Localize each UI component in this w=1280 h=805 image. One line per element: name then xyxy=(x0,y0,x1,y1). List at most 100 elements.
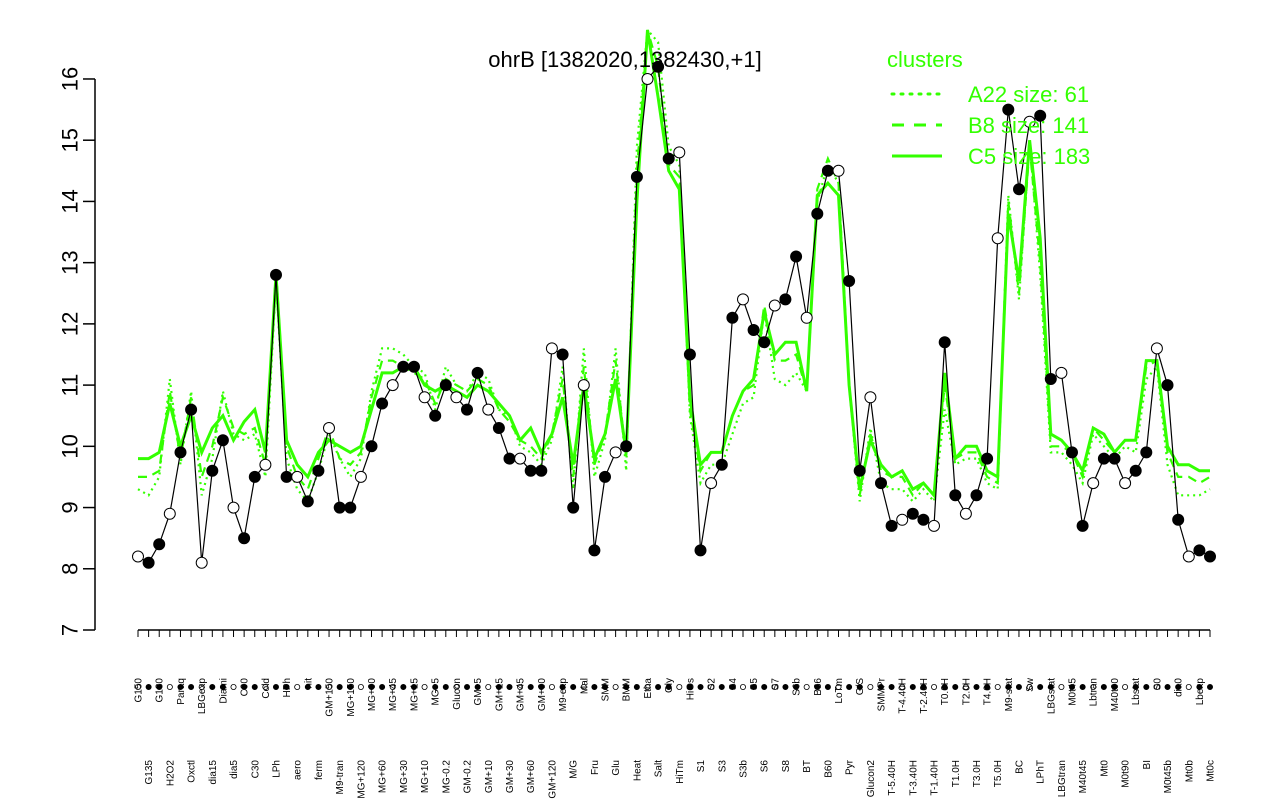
x-tick-label: M40t45 xyxy=(1078,760,1089,794)
data-point xyxy=(630,170,643,183)
data-point xyxy=(1044,373,1057,385)
series-layer xyxy=(137,27,1211,564)
data-point xyxy=(599,470,611,483)
data-point xyxy=(938,336,951,349)
x-tick-label: GM+30 xyxy=(505,760,516,794)
data-point xyxy=(737,293,749,306)
x-tick-label: Pyr xyxy=(845,759,856,775)
data-point xyxy=(588,544,601,557)
data-point xyxy=(1182,550,1195,563)
x-tick-label: Fru xyxy=(590,760,601,775)
x-marker xyxy=(241,684,248,691)
data-point xyxy=(1055,366,1068,379)
x-tick-label: LBGstat xyxy=(1046,678,1057,714)
x-tick-label: T-1.40H xyxy=(930,760,941,796)
data-point xyxy=(620,440,633,453)
x-marker xyxy=(1079,684,1086,691)
data-point xyxy=(185,403,198,416)
x-tick-label: G180 xyxy=(155,678,166,703)
data-point xyxy=(163,507,176,520)
x-tick-label: dia0 xyxy=(1174,678,1185,697)
legend-label-c5: C5 size: 183 xyxy=(968,144,1090,169)
x-tick-label: HiTm xyxy=(675,760,686,784)
x-tick-label: Lbtran xyxy=(1089,678,1100,706)
data-point xyxy=(344,501,357,514)
x-marker xyxy=(1111,684,1118,691)
data-point xyxy=(715,458,728,471)
series-line-c5 xyxy=(138,29,1210,499)
data-point xyxy=(705,477,718,490)
x-marker xyxy=(432,684,439,691)
x-tick-label: Etha xyxy=(643,678,654,699)
x-marker xyxy=(198,684,205,691)
x-tick-label: Oxctl xyxy=(187,760,198,783)
x-marker xyxy=(665,684,672,691)
x-tick-label: HPh xyxy=(282,678,293,697)
x-tick-label: M9-exp xyxy=(558,678,569,712)
x-tick-label: G/S xyxy=(855,678,866,696)
x-tick-label: S3b xyxy=(738,760,749,778)
x-marker xyxy=(272,684,279,691)
data-point xyxy=(567,501,580,514)
x-marker xyxy=(888,684,895,691)
x-marker xyxy=(867,684,874,691)
data-point xyxy=(556,348,569,361)
data-point xyxy=(1140,446,1153,459)
x-marker xyxy=(941,684,948,691)
data-point xyxy=(439,379,452,392)
y-tick-label: 14 xyxy=(58,189,83,213)
data-point xyxy=(291,470,304,483)
data-point xyxy=(1193,544,1206,557)
data-point xyxy=(970,489,983,502)
x-tick-label: S0 xyxy=(1152,678,1163,691)
x-tick-label: LBGexp xyxy=(197,678,208,715)
series-line-points xyxy=(137,65,1211,564)
data-point xyxy=(652,60,665,73)
x-tick-label: GM-0.2 xyxy=(463,760,474,794)
x-tick-label: M9-tran xyxy=(335,760,346,794)
x-marker xyxy=(474,684,481,691)
data-point xyxy=(216,434,229,447)
x-tick-label: B36 xyxy=(813,678,824,696)
y-tick-label: 8 xyxy=(58,563,83,575)
data-point xyxy=(174,446,187,459)
x-marker xyxy=(453,684,460,691)
x-marker xyxy=(1196,684,1203,691)
data-point xyxy=(386,379,399,392)
x-marker xyxy=(294,684,301,691)
x-tick-label: SMM xyxy=(601,678,612,701)
x-marker xyxy=(612,684,619,691)
data-point xyxy=(577,379,590,392)
x-marker xyxy=(1143,684,1150,691)
x-tick-label: B60 xyxy=(823,760,834,778)
x-marker xyxy=(357,684,364,691)
x-marker xyxy=(1015,684,1022,691)
x-marker xyxy=(877,684,884,691)
x-marker xyxy=(326,684,333,691)
x-marker xyxy=(994,684,1001,691)
x-tick-label: MG-0.2 xyxy=(441,760,452,794)
x-tick-label: C30 xyxy=(250,760,261,779)
x-marker xyxy=(389,684,396,691)
x-marker xyxy=(729,684,736,691)
x-tick-label: GM+60 xyxy=(526,760,537,794)
x-tick-label: S6 xyxy=(760,760,771,773)
x-marker xyxy=(761,684,768,691)
x-tick-label: MG+60 xyxy=(378,760,389,794)
x-tick-label: MG+15 xyxy=(409,678,420,712)
data-point xyxy=(492,422,505,434)
x-tick-label: Gly xyxy=(664,678,675,693)
x-marker xyxy=(379,684,386,691)
x-tick-label: Heat xyxy=(632,760,643,781)
x-tick-label: Diami xyxy=(218,678,229,704)
legend: clusters A22 size: 61 B8 size: 141 C5 si… xyxy=(887,47,1090,169)
data-point xyxy=(354,470,367,483)
x-tick-label: ferm xyxy=(314,760,325,780)
x-marker xyxy=(1185,684,1192,691)
x-tick-label: GM+150 xyxy=(325,678,336,717)
x-tick-label: Salt xyxy=(654,760,665,777)
data-point xyxy=(981,452,994,465)
x-marker xyxy=(814,684,821,691)
data-point xyxy=(885,519,898,532)
x-marker xyxy=(1058,684,1065,691)
